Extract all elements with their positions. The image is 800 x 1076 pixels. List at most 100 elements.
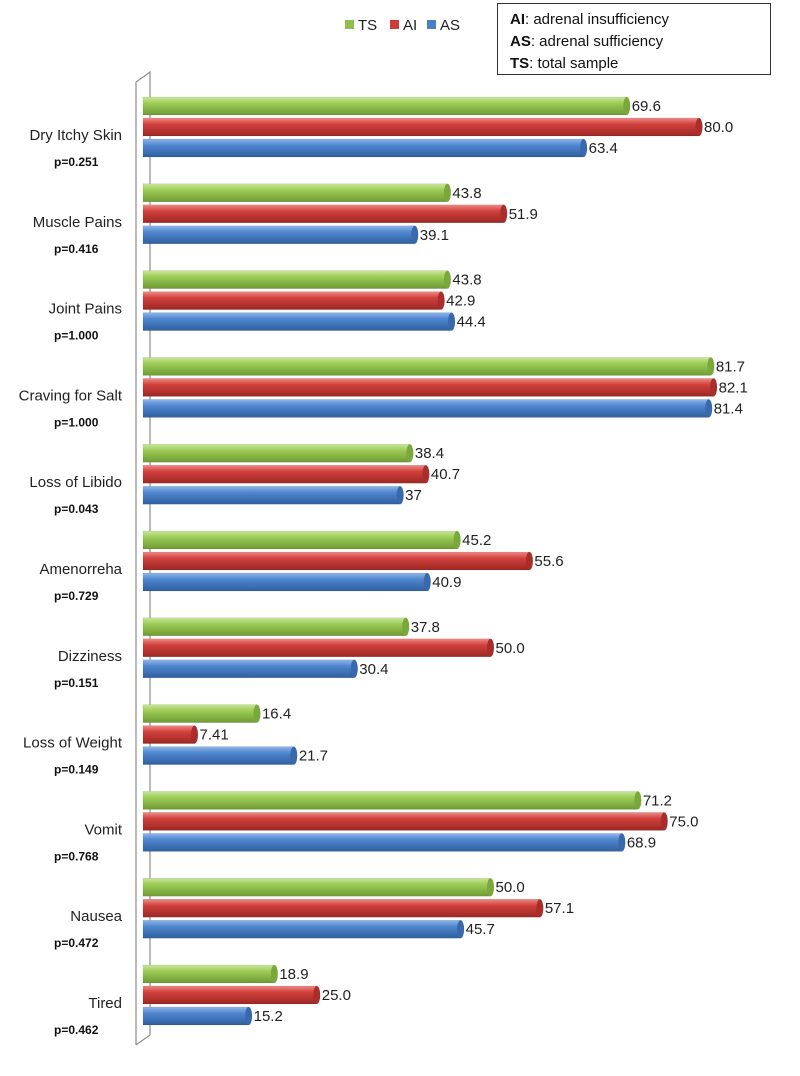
bar-cap-ai — [313, 986, 321, 1004]
bar-cap-ai — [437, 291, 445, 310]
p-value-label: p=0.462 — [54, 1023, 99, 1037]
p-value-label: p=0.043 — [54, 502, 99, 516]
bar-cap-ts — [406, 444, 414, 463]
bar-cap-ts — [453, 531, 461, 549]
bar-cap-ai — [190, 725, 198, 744]
bar-as — [142, 312, 452, 331]
bar-ts — [142, 270, 448, 289]
data-label-ts: 43.8 — [452, 185, 481, 202]
bar-ai — [142, 551, 530, 571]
bars — [142, 96, 718, 1026]
data-label-as: 39.1 — [420, 227, 449, 244]
bar-cap-ai — [710, 378, 718, 397]
bar-as — [142, 399, 709, 418]
axis-wall — [135, 70, 151, 1046]
p-value-label: p=0.416 — [54, 242, 99, 256]
bar-ts — [142, 877, 491, 897]
legend-swatch-ts — [345, 20, 354, 29]
data-label-ai: 50.0 — [496, 640, 525, 657]
bar-cap-ts — [443, 183, 451, 202]
legend-entry-ai: AI — [403, 17, 417, 34]
bar-ts — [142, 530, 458, 550]
bar-as — [142, 659, 355, 679]
data-label-ts: 38.4 — [415, 445, 444, 462]
bar-cap-as — [448, 312, 456, 331]
bar-cap-ai — [525, 552, 533, 570]
bar-cap-ai — [536, 899, 544, 918]
data-label-ts: 37.8 — [411, 619, 440, 636]
category-label: Muscle Pains — [33, 214, 122, 231]
bar-ts — [142, 617, 406, 637]
data-label-ai: 25.0 — [322, 987, 351, 1004]
p-value-label: p=0.472 — [54, 936, 99, 950]
data-label-as: 81.4 — [714, 400, 743, 417]
p-value-label: p=1.000 — [54, 415, 99, 429]
bar-ai — [142, 898, 541, 918]
data-label-ts: 71.2 — [643, 792, 672, 809]
note-ai: AI: adrenal insufficiency — [510, 11, 669, 28]
category-label: Craving for Salt — [19, 387, 123, 404]
data-label-ts: 16.4 — [262, 706, 291, 723]
data-label-ai: 51.9 — [509, 206, 538, 223]
bar-as — [142, 833, 623, 852]
p-value-label: p=0.151 — [54, 676, 99, 690]
data-label-ai: 55.6 — [534, 553, 563, 570]
category-label: Joint Pains — [49, 301, 122, 318]
category-label: Dry Itchy Skin — [29, 127, 122, 144]
axis-wall-outline — [135, 70, 151, 1046]
category-label: Loss of Weight — [23, 735, 123, 752]
abbreviation-box: AI: adrenal insufficiency AS: adrenal su… — [497, 3, 771, 75]
legend-swatch-as — [427, 20, 436, 29]
bar-cap-ts — [634, 791, 642, 810]
bar-as — [142, 485, 401, 505]
note-ts: TS: total sample — [510, 55, 619, 72]
p-value-label: p=0.729 — [54, 589, 99, 603]
bar-ai — [142, 204, 504, 224]
bar-ts — [142, 96, 627, 116]
bar-cap-as — [245, 1007, 253, 1025]
bar-cap-ai — [695, 118, 703, 136]
bar-ts — [142, 183, 448, 203]
bar-cap-ts — [487, 878, 494, 897]
bar-as — [142, 138, 584, 158]
p-value-label: p=1.000 — [54, 329, 99, 343]
bar-ai — [142, 812, 665, 831]
bar-ai — [142, 291, 442, 310]
bar-cap-as — [580, 139, 588, 157]
data-label-as: 63.4 — [589, 140, 618, 157]
bar-cap-ts — [443, 270, 451, 289]
data-label-ts: 43.8 — [452, 272, 481, 289]
data-label-ai: 80.0 — [704, 119, 733, 136]
note-as: AS: adrenal sufficiency — [510, 33, 664, 50]
bar-ts — [142, 791, 639, 810]
bar-ai — [142, 378, 714, 397]
data-label-ai: 40.7 — [431, 466, 460, 483]
data-label-as: 40.9 — [432, 574, 461, 591]
category-label: Amenorreha — [39, 561, 122, 578]
bar-ts — [142, 357, 712, 376]
bar-as — [142, 225, 415, 245]
bar-cap-as — [423, 573, 431, 591]
bar-ts — [142, 443, 411, 463]
bar-cap-ts — [402, 617, 410, 636]
bar-ai — [142, 985, 317, 1005]
data-label-as: 15.2 — [254, 1008, 283, 1025]
category-label: Tired — [88, 995, 122, 1012]
bar-ai — [142, 638, 491, 658]
bar-as — [142, 572, 428, 592]
bar-cap-as — [411, 225, 419, 244]
data-label-ts: 81.7 — [716, 358, 745, 375]
data-label-ai: 82.1 — [719, 379, 748, 396]
category-label: Loss of Libido — [29, 474, 122, 491]
data-label-ts: 45.2 — [462, 532, 491, 549]
data-label-ts: 50.0 — [496, 879, 525, 896]
category-label: Dizziness — [58, 648, 122, 665]
bar-ts — [142, 964, 275, 984]
bar-as — [142, 746, 295, 765]
category-label: Nausea — [70, 908, 122, 925]
bar-cap-as — [290, 746, 298, 765]
bar-cap-as — [705, 399, 713, 418]
bar-as — [142, 1006, 249, 1026]
